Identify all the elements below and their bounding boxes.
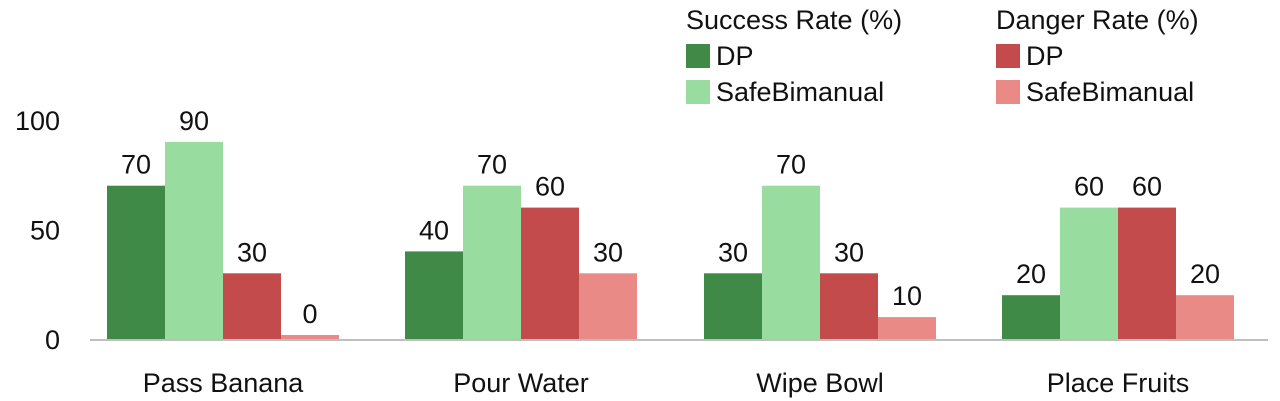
- x-tick-label: Pass Banana: [143, 368, 305, 398]
- legend-label: SafeBimanual: [1026, 77, 1195, 107]
- data-label: 20: [1016, 259, 1046, 289]
- bar: [1176, 295, 1234, 339]
- data-label: 90: [179, 106, 209, 136]
- legend-item-danger-safebimanual: SafeBimanual: [996, 74, 1199, 110]
- data-label: 30: [718, 237, 748, 267]
- legend-item-danger-dp: DP: [996, 38, 1199, 74]
- data-label: 60: [535, 172, 565, 202]
- legend-item-success-dp: DP: [686, 38, 902, 74]
- y-tick-label: 0: [45, 325, 60, 355]
- legend-success-rate: Success Rate (%) DP SafeBimanual: [686, 2, 902, 110]
- data-label: 30: [834, 237, 864, 267]
- data-label: 0: [302, 299, 317, 329]
- bar: [107, 185, 165, 339]
- data-label: 10: [892, 281, 922, 311]
- data-label: 60: [1132, 172, 1162, 202]
- bar: [281, 335, 339, 339]
- data-label: 70: [121, 150, 151, 180]
- bar: [762, 185, 820, 339]
- x-tick-label: Pour Water: [453, 368, 589, 398]
- data-label: 70: [776, 150, 806, 180]
- legend-swatch: [686, 44, 710, 68]
- legend-swatch: [686, 80, 710, 104]
- bar: [579, 273, 637, 339]
- bar: [1118, 207, 1176, 339]
- legend-swatch: [996, 44, 1020, 68]
- x-tick-label: Wipe Bowl: [756, 368, 884, 398]
- legend-label: DP: [1026, 41, 1064, 71]
- legend-danger-rate: Danger Rate (%) DP SafeBimanual: [996, 2, 1199, 110]
- data-label: 60: [1074, 172, 1104, 202]
- legend-title: Danger Rate (%): [996, 5, 1199, 35]
- bar: [704, 273, 762, 339]
- data-label: 40: [419, 215, 449, 245]
- x-tick-label: Place Fruits: [1047, 368, 1190, 398]
- y-tick-label: 50: [30, 216, 60, 246]
- legend-label: DP: [716, 41, 754, 71]
- legend-item-success-safebimanual: SafeBimanual: [686, 74, 902, 110]
- bar: [1002, 295, 1060, 339]
- data-label: 30: [593, 237, 623, 267]
- bar: [405, 251, 463, 339]
- legend-label: SafeBimanual: [716, 77, 885, 107]
- bar: [878, 317, 936, 339]
- legend-swatch: [996, 80, 1020, 104]
- bar: [463, 185, 521, 339]
- bar: [223, 273, 281, 339]
- legend-title: Success Rate (%): [686, 5, 903, 35]
- bar: [165, 141, 223, 339]
- data-label: 20: [1190, 259, 1220, 289]
- bar: [820, 273, 878, 339]
- data-label: 30: [237, 237, 267, 267]
- bar: [1060, 207, 1118, 339]
- y-tick-label: 100: [15, 106, 60, 136]
- bar: [521, 207, 579, 339]
- data-label: 70: [477, 150, 507, 180]
